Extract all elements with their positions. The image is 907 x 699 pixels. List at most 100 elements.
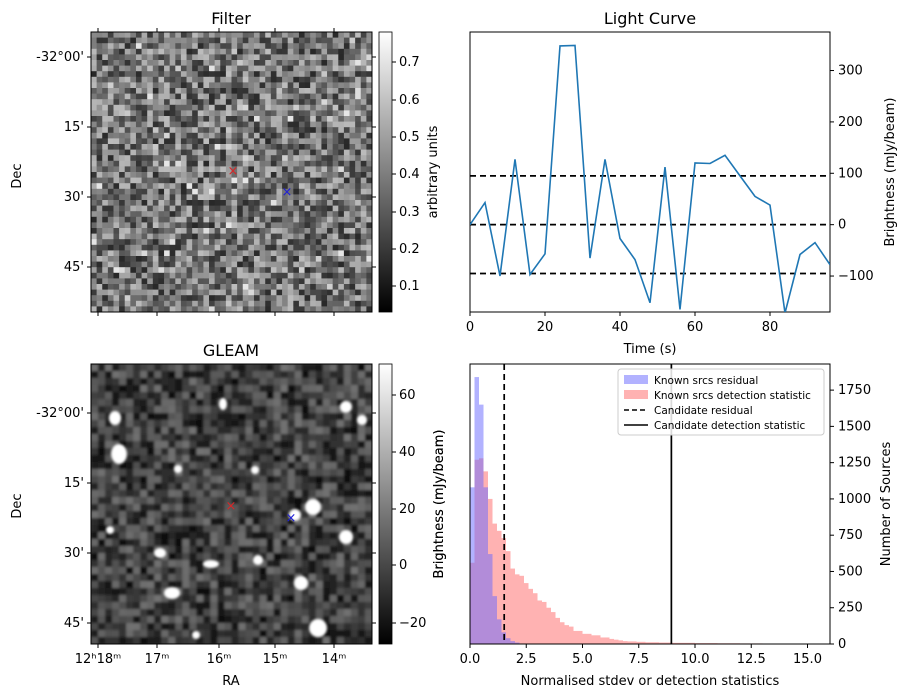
- filter-pixel: [349, 256, 356, 262]
- filter-pixel: [164, 160, 171, 167]
- gleam-pixel: [161, 490, 169, 498]
- filter-pixel: [158, 211, 165, 218]
- gleam-pixel: [343, 581, 352, 589]
- filter-pixel: [220, 37, 227, 44]
- gleam-pixel: [196, 525, 204, 533]
- gleam-pixel: [133, 581, 141, 589]
- filter-pixel: [186, 239, 193, 246]
- gleam-pixel: [105, 399, 113, 407]
- filter-pixel: [276, 144, 283, 150]
- filter-pixel: [141, 48, 148, 55]
- filter-pixel: [366, 93, 373, 100]
- filter-pixel: [113, 205, 120, 212]
- gleam-pixel: [126, 546, 134, 554]
- gleam-pixel: [182, 609, 190, 617]
- gleam-pixel: [308, 413, 317, 421]
- filter-pixel: [203, 183, 210, 190]
- gleam-pixel: [329, 518, 338, 526]
- gleam-pixel: [231, 455, 240, 463]
- filter-pixel: [248, 188, 255, 195]
- filter-pixel: [203, 228, 210, 234]
- filter-pixel: [192, 261, 199, 268]
- filter-pixel: [152, 43, 159, 50]
- filter-pixel: [321, 194, 328, 201]
- filter-pixel: [304, 278, 311, 285]
- filter-pixel: [237, 306, 244, 313]
- filter-pixel: [310, 205, 317, 212]
- gleam-pixel: [294, 378, 303, 386]
- gleam-pixel: [154, 385, 162, 393]
- filter-pixel: [304, 48, 311, 55]
- filter-pixel: [253, 267, 260, 274]
- gleam-pixel: [315, 406, 324, 414]
- filter-pixel: [141, 284, 148, 290]
- filter-pixel: [231, 250, 238, 257]
- filter-pixel: [186, 194, 193, 201]
- hist-bar: [537, 600, 542, 644]
- filter-pixel: [164, 300, 171, 307]
- gleam-pixel: [189, 588, 197, 596]
- filter-pixel: [91, 216, 98, 223]
- gleam-pixel: [224, 511, 232, 519]
- filter-pixel: [265, 177, 272, 184]
- gleam-pixel: [252, 539, 261, 547]
- gleam-pixel: [315, 560, 324, 568]
- gleam-pixel: [259, 413, 268, 421]
- filter-pixel: [287, 211, 294, 218]
- filter-pixel: [158, 200, 165, 206]
- filter-pixel: [276, 48, 283, 55]
- gleam-pixel: [147, 504, 155, 512]
- filter-pixel: [332, 216, 339, 223]
- dec-tick-label: 45': [64, 260, 84, 275]
- gleam-pixel: [140, 483, 148, 491]
- filter-pixel: [253, 155, 260, 162]
- gleam-pixel: [238, 455, 247, 463]
- filter-pixel: [287, 60, 294, 66]
- filter-pixel: [124, 116, 131, 122]
- filter-pixel: [343, 166, 350, 173]
- filter-pixel: [282, 216, 289, 223]
- filter-pixel: [164, 267, 171, 274]
- filter-pixel: [355, 177, 362, 184]
- filter-dec-label: Dec: [10, 163, 25, 188]
- gleam-pixel: [105, 574, 113, 582]
- filter-pixel: [102, 188, 109, 195]
- gleam-pixel: [105, 511, 113, 519]
- filter-pixel: [338, 256, 345, 262]
- filter-pixel: [259, 166, 266, 173]
- filter-pixel: [343, 205, 350, 212]
- filter-pixel: [338, 216, 345, 223]
- filter-pixel: [265, 48, 272, 55]
- filter-pixel: [310, 284, 317, 290]
- filter-pixel: [366, 211, 373, 218]
- filter-pixel: [214, 239, 221, 246]
- filter-pixel: [259, 183, 266, 190]
- gleam-pixel: [154, 504, 162, 512]
- filter-pixel: [360, 188, 367, 195]
- filter-pixel: [91, 194, 98, 201]
- filter-pixel: [220, 138, 227, 145]
- filter-pixel: [214, 149, 221, 156]
- filter-pixel: [102, 284, 109, 290]
- filter-pixel: [248, 104, 255, 111]
- filter-pixel: [276, 104, 283, 111]
- legend-box: [617, 368, 825, 436]
- filter-pixel: [169, 37, 176, 44]
- gleam-pixel: [322, 448, 331, 456]
- filter-pixel: [304, 194, 311, 201]
- filter-pixel: [147, 250, 154, 257]
- filter-pixel: [169, 104, 176, 111]
- gleam-pixel: [217, 525, 225, 533]
- gleam-pixel: [217, 455, 225, 463]
- filter-pixel: [102, 48, 109, 55]
- filter-pixel: [293, 60, 300, 66]
- filter-pixel: [147, 54, 154, 61]
- filter-pixel: [225, 48, 232, 55]
- gleam-pixel: [287, 532, 296, 540]
- gleam-pixel: [119, 413, 127, 421]
- filter-pixel: [237, 261, 244, 268]
- filter-pixel: [147, 99, 154, 106]
- filter-pixel: [315, 37, 322, 44]
- filter-pixel: [192, 222, 199, 229]
- gleam-pixel: [280, 476, 289, 484]
